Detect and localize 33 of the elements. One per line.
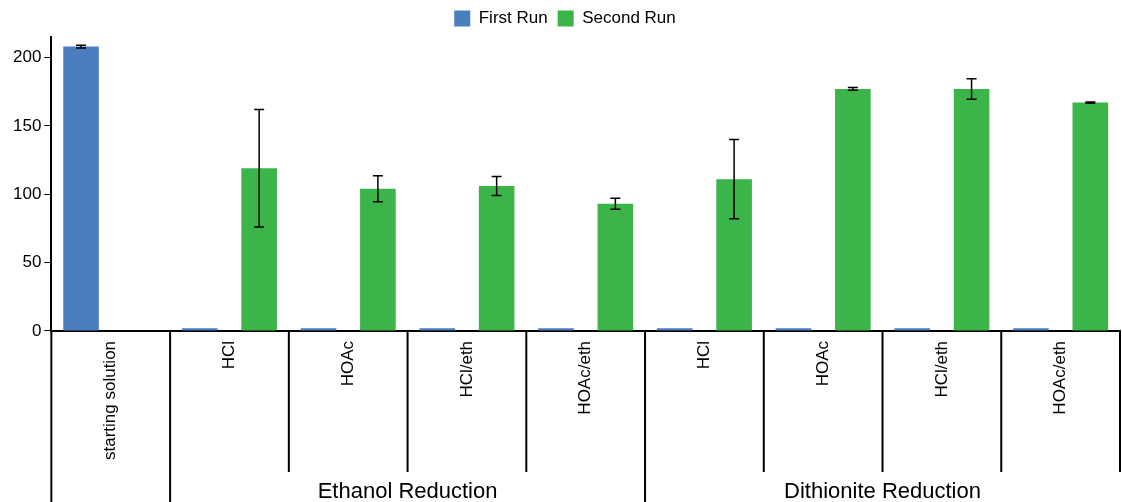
bar — [538, 328, 574, 331]
bar — [597, 203, 634, 331]
bar — [716, 179, 752, 331]
bar — [1072, 102, 1109, 331]
x-tick-label: HOAc/eth — [1050, 340, 1070, 415]
y-tick-label: 150 — [12, 115, 42, 135]
bar — [953, 88, 990, 331]
bar — [241, 168, 277, 331]
bar — [360, 188, 396, 331]
bar — [835, 88, 871, 331]
y-tick-label: 200 — [12, 47, 42, 67]
bar — [894, 328, 931, 331]
text: Dithionite Reduction — [784, 478, 981, 502]
x-tick-label: HCl/eth — [456, 340, 476, 398]
x-tick-label: HOAc/eth — [575, 340, 595, 415]
y-tick-label: 100 — [12, 183, 42, 203]
x-tick-label: HOAc — [812, 340, 832, 387]
legend-label: First Run — [478, 8, 548, 28]
y-tick-label: 50 — [22, 252, 42, 272]
x-tick-label: HCl/eth — [931, 340, 951, 398]
x-tick-label: HCl — [694, 340, 714, 370]
x-tick-label: HCl — [219, 340, 239, 370]
legend-label: Second Run — [582, 8, 676, 28]
x-tick-label: HOAc — [337, 340, 357, 387]
text: Ethanol Reduction — [317, 478, 498, 502]
y-tick-label: 0 — [31, 320, 42, 340]
bar — [419, 328, 456, 331]
bar — [1013, 328, 1049, 331]
bar — [478, 186, 515, 331]
bar — [181, 328, 218, 331]
bar — [63, 46, 99, 331]
x-tick-label: starting solution — [100, 340, 120, 461]
bar — [656, 328, 693, 331]
